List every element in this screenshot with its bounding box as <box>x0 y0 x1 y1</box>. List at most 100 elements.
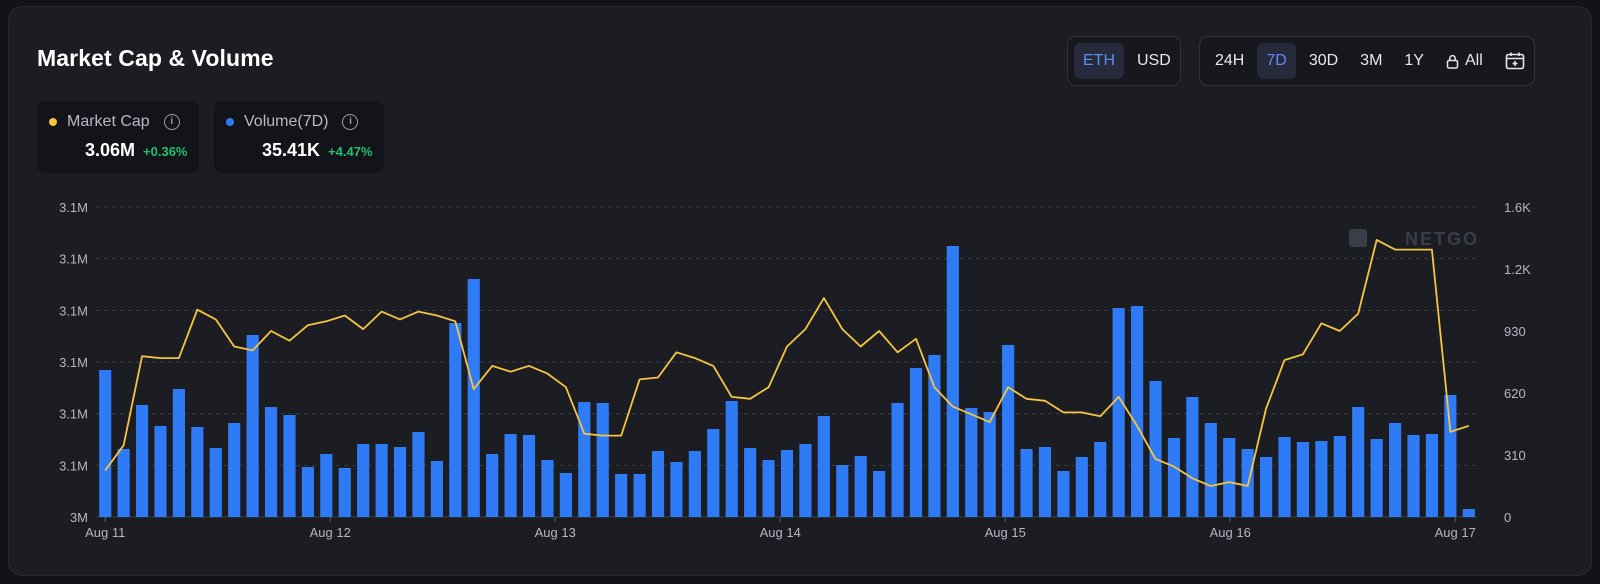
volume-bar <box>1038 447 1052 517</box>
calendar-icon <box>1505 52 1525 70</box>
volume-bar <box>191 427 204 517</box>
volume-bar <box>264 407 278 517</box>
volume-bar <box>1204 423 1217 517</box>
volume-bar <box>246 335 259 517</box>
y-right-tick-label: 930 <box>1504 324 1526 339</box>
volume-bar <box>1296 442 1310 517</box>
volume-bar <box>1094 442 1107 517</box>
volume-bar <box>412 432 425 517</box>
volume-bar <box>854 456 867 517</box>
y-left-tick-label: 3.1M <box>59 200 88 215</box>
volume-bar <box>670 462 683 517</box>
market-cap-change: +0.36% <box>143 144 188 159</box>
page-title: Market Cap & Volume <box>37 45 274 71</box>
volume-bar <box>1352 407 1365 517</box>
volume-bar <box>1462 509 1475 517</box>
volume-bar <box>615 474 628 517</box>
volume-bar <box>1444 395 1457 517</box>
volume-bar <box>154 426 167 517</box>
y-right-tick-label: 310 <box>1504 448 1526 463</box>
volume-bar <box>873 471 886 517</box>
range-3m-button[interactable]: 3M <box>1360 52 1383 69</box>
volume-bar <box>817 416 830 517</box>
volume-bar <box>799 444 812 517</box>
volume-bar <box>1223 438 1236 517</box>
volume-bar <box>1315 441 1328 517</box>
volume-bar <box>1149 381 1162 517</box>
y-left-tick-label: 3.1M <box>59 252 88 267</box>
volume-bar <box>449 323 462 517</box>
volume-bar <box>357 444 370 517</box>
volume-bar <box>725 401 738 517</box>
volume-bar <box>688 451 701 517</box>
info-icon[interactable]: i <box>342 114 359 130</box>
volume-bar <box>559 473 572 517</box>
range-all-button[interactable]: All <box>1437 43 1492 79</box>
volume-bar <box>135 405 149 517</box>
currency-usd-button[interactable]: USD <box>1137 52 1171 69</box>
volume-bar <box>99 370 112 517</box>
volume-bar <box>1260 457 1273 517</box>
volume-bar <box>836 465 849 517</box>
range-all-label: All <box>1464 52 1483 69</box>
volume-bar <box>522 435 536 517</box>
volume-bar <box>1075 457 1088 517</box>
volume-bar <box>117 449 130 517</box>
volume-bar <box>596 403 609 517</box>
volume-bar <box>744 448 757 517</box>
y-right-tick-label: 1.6K <box>1504 200 1531 215</box>
volume-bar <box>965 408 978 517</box>
market-cap-label: Market Cap <box>67 113 150 130</box>
volume-bar <box>1131 306 1144 517</box>
volume-bar <box>375 444 388 517</box>
market-cap-stat: Market Cap i 3.06M +0.36% <box>37 101 199 173</box>
x-tick-label: Aug 11 <box>85 525 125 540</box>
netgo-logo-icon <box>1349 229 1367 247</box>
volume-label: Volume(7D) <box>244 113 329 130</box>
market-cap-line <box>104 239 1470 487</box>
y-right-tick-label: 0 <box>1504 510 1511 525</box>
x-tick-label: Aug 15 <box>985 525 1026 540</box>
volume-bar <box>172 389 186 517</box>
volume-bar <box>946 246 959 517</box>
volume-bar <box>393 447 407 517</box>
volume-bar <box>283 415 296 517</box>
volume-bar <box>1278 437 1291 517</box>
volume-bar <box>909 368 923 517</box>
volume-bar <box>707 429 720 517</box>
volume-bar <box>301 467 314 517</box>
volume-bar <box>1388 423 1402 517</box>
currency-eth-button[interactable]: ETH <box>1074 43 1124 79</box>
y-left-tick-label: 3.1M <box>59 458 88 473</box>
range-24h-button[interactable]: 24H <box>1215 52 1245 69</box>
volume-bar <box>1425 434 1439 517</box>
volume-bar <box>1020 449 1033 517</box>
volume-bar <box>891 403 904 517</box>
volume-change: +4.47% <box>328 144 373 159</box>
volume-bar <box>651 451 665 517</box>
volume-bar <box>486 454 499 517</box>
range-1y-button[interactable]: 1Y <box>1404 52 1424 69</box>
y-left-tick-label: 3.1M <box>59 407 88 422</box>
volume-bar <box>504 434 517 517</box>
range-7d-button[interactable]: 7D <box>1257 43 1296 79</box>
volume-bar <box>320 454 333 517</box>
range-30d-button[interactable]: 30D <box>1308 52 1339 69</box>
volume-bar <box>1057 471 1070 517</box>
volume-bar <box>1002 345 1015 517</box>
volume-bar <box>430 461 443 517</box>
volume-bar <box>578 402 591 517</box>
x-tick-label: Aug 16 <box>1210 525 1251 540</box>
market-cap-value: 3.06M <box>85 140 136 160</box>
volume-bar <box>633 474 646 517</box>
x-tick-label: Aug 17 <box>1435 525 1476 540</box>
volume-bar <box>467 279 480 517</box>
y-right-tick-label: 1.2K <box>1504 262 1531 277</box>
volume-bar <box>1370 439 1383 517</box>
market-cap-legend-dot <box>49 118 57 126</box>
info-icon[interactable]: i <box>163 114 180 130</box>
volume-stat: Volume(7D) i 35.41K +4.47% <box>214 101 384 173</box>
volume-legend-dot <box>226 118 234 126</box>
calendar-button[interactable] <box>1496 43 1534 79</box>
